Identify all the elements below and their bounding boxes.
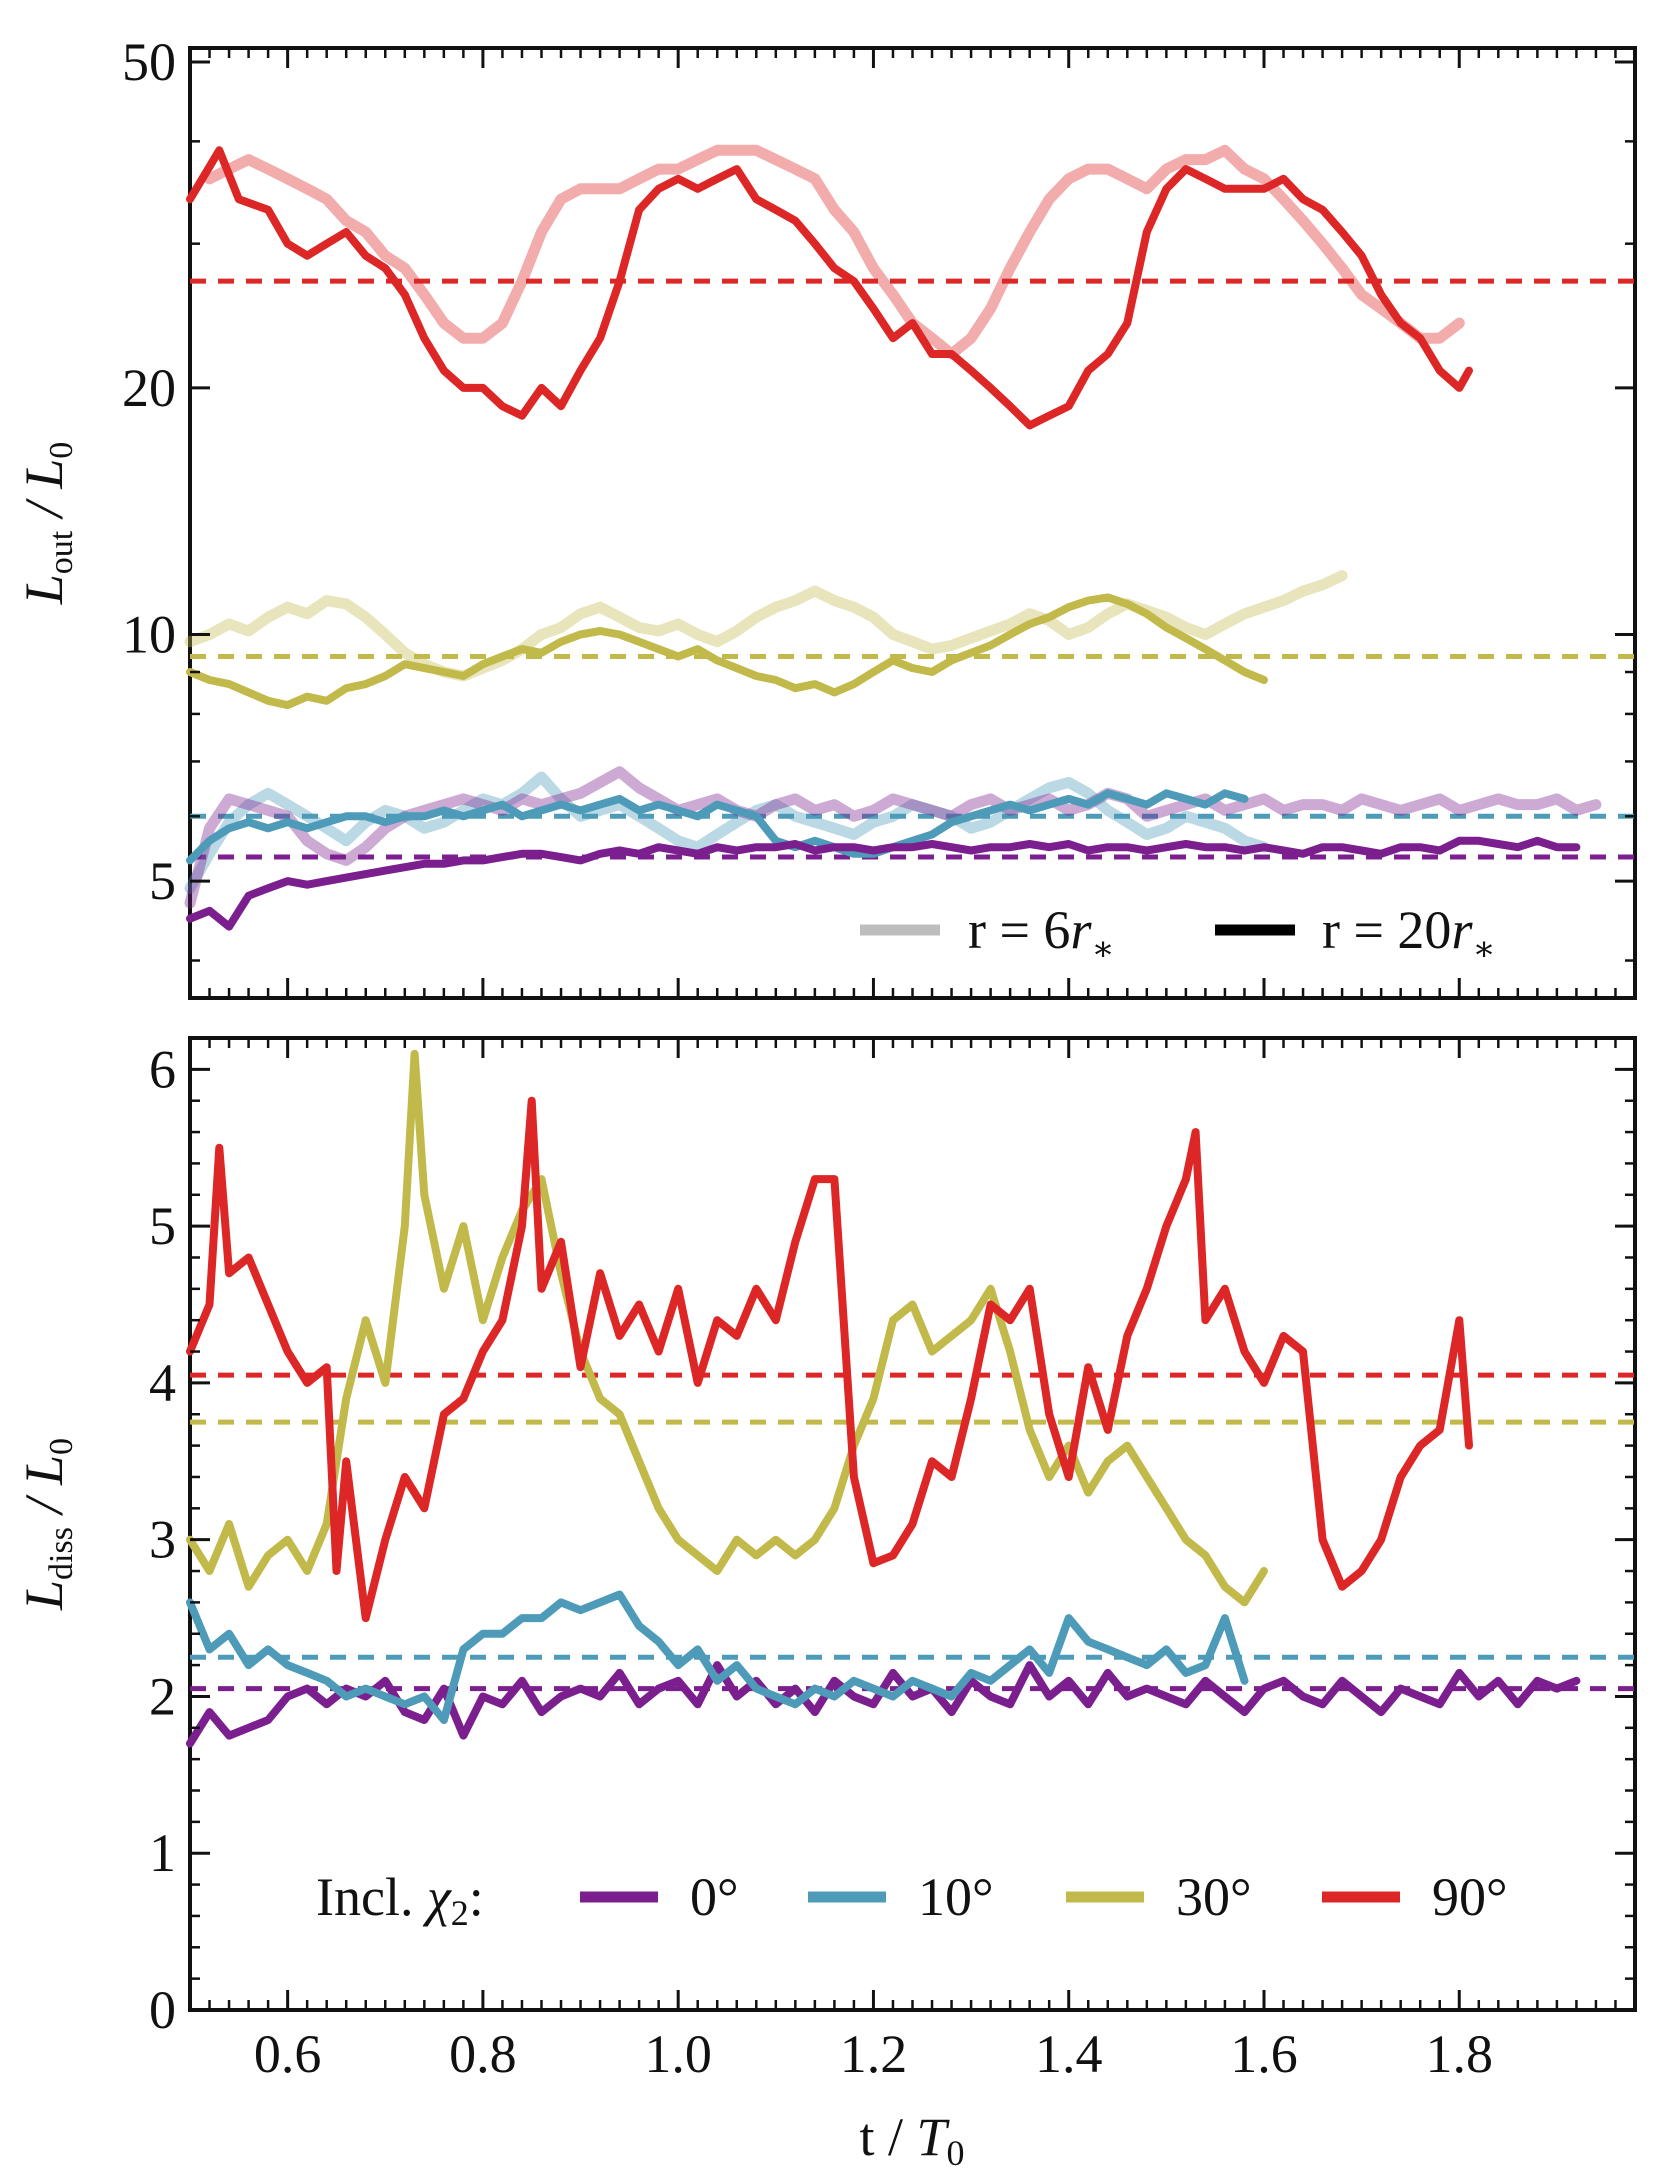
x-tick-label: 0.6 — [254, 2024, 322, 2084]
bottom-panel-x-ticks — [208, 1038, 1637, 2010]
series-line-chi10-r20 — [186, 1590, 1249, 1724]
y-tick-label: 10 — [122, 605, 176, 665]
x-tick-label: 1.8 — [1426, 2024, 1494, 2084]
y-tick-label: 4 — [149, 1353, 176, 1413]
series-line-chi30-r20 — [186, 1049, 1268, 1607]
x-tick-label: 0.8 — [449, 2024, 517, 2084]
y-tick-label: 3 — [149, 1510, 176, 1570]
bottom-panel-series — [186, 1049, 1581, 1748]
series-line-chi0-r6 — [184, 766, 1602, 909]
top-panel-frame — [188, 46, 1637, 1000]
y-tick-label: 2 — [149, 1666, 176, 1726]
bottom-panel: 0 1 2 3 4 5 6 Ldiss / L0 Incl. χ2: 0° 10° 30° … — [14, 1036, 1637, 2040]
top-panel-series — [184, 144, 1602, 931]
y-tick-label: 1 — [149, 1823, 176, 1883]
y-tick-label: 5 — [149, 851, 176, 911]
top-legend: r = 6r∗ r = 20r∗ — [860, 900, 1496, 968]
y-tick-label: 0 — [149, 1980, 176, 2040]
x-tick-label: 1.4 — [1035, 2024, 1103, 2084]
legend-30deg-label: 30° — [1176, 1867, 1252, 1927]
y-tick-label: 20 — [122, 358, 176, 418]
top-panel: 5 10 20 50 Lout / L0 r = 6r∗ r = 20r∗ — [14, 32, 1637, 1000]
series-line-chi10-r20 — [186, 789, 1249, 865]
bottom-y-axis-title: Ldiss / L0 — [14, 1438, 80, 1611]
series-line-chi90-r20 — [186, 146, 1473, 430]
top-panel-x-ticks — [208, 48, 1637, 998]
legend-r6-label: r = 6r∗ — [968, 900, 1115, 968]
legend-0deg-label: 0° — [690, 1867, 739, 1927]
series-line-chi30-r20 — [186, 593, 1268, 710]
series-line-chi90-r6 — [204, 144, 1465, 360]
y-tick-label: 50 — [122, 32, 176, 92]
y-tick-label: 6 — [149, 1039, 176, 1099]
bottom-panel-mean-lines — [190, 1372, 1635, 1692]
x-axis-title: t / T0 — [859, 2107, 964, 2173]
x-tick-label: 1.2 — [840, 2024, 908, 2084]
x-tick-label: 1.0 — [644, 2024, 712, 2084]
top-y-axis-title: Lout / L0 — [14, 442, 80, 606]
top-panel-y-ticks: 5 10 20 50 — [122, 32, 1635, 962]
top-panel-mean-lines — [190, 278, 1635, 860]
legend-10deg-label: 10° — [918, 1867, 994, 1927]
legend-r20-label: r = 20r∗ — [1322, 900, 1496, 968]
y-tick-label: 5 — [149, 1196, 176, 1256]
legend-90deg-label: 90° — [1432, 1867, 1508, 1927]
bottom-legend: Incl. χ2: 0° 10° 30° 90° — [316, 1867, 1508, 1933]
series-line-chi0-r20 — [186, 836, 1581, 931]
series-line-chi90-r20 — [186, 1096, 1473, 1623]
bottom-panel-y-ticks: 0 1 2 3 4 5 6 — [149, 1036, 1635, 2040]
legend-title: Incl. χ2: — [316, 1867, 484, 1933]
x-tick-labels: 0.6 0.8 1.0 1.2 1.4 1.6 1.8 — [254, 2024, 1493, 2084]
x-tick-label: 1.6 — [1230, 2024, 1298, 2084]
